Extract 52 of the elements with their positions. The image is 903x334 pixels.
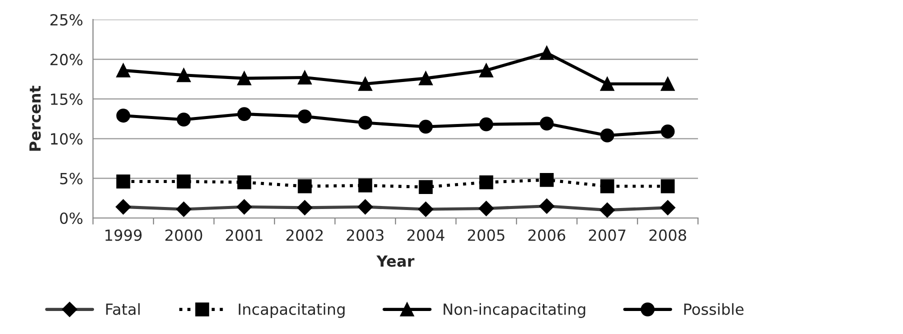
point [237, 71, 252, 86]
point [540, 172, 554, 187]
legend-label: Possible [684, 303, 744, 315]
x-tick-label: 2004 [407, 229, 444, 241]
point [660, 179, 675, 194]
legend-label: Non-incapacitating [444, 303, 586, 318]
point [418, 71, 433, 86]
x-axis-title: Year [376, 255, 414, 267]
x-tick-label: 2000 [165, 229, 202, 241]
x-tick-label: 2005 [468, 229, 504, 241]
x-tick-label: 1999 [105, 229, 142, 241]
x-tick-label: 2008 [649, 229, 686, 241]
point [298, 70, 312, 84]
point [479, 117, 494, 132]
point [116, 63, 130, 78]
point [116, 174, 130, 188]
point [298, 179, 312, 194]
point [479, 175, 494, 190]
y-tick-label: 15% [51, 93, 82, 105]
y-axis-title: Percent [29, 86, 41, 151]
point [540, 46, 554, 60]
point [358, 116, 372, 130]
point [600, 179, 614, 194]
y-tick-label: 5% [60, 172, 82, 184]
point [176, 112, 191, 127]
point [418, 120, 433, 134]
x-tick-label: 2001 [226, 229, 262, 241]
y-tick-label: 0% [60, 212, 82, 224]
legend-label: Fatal [106, 303, 140, 315]
point [479, 63, 494, 78]
point [298, 109, 312, 124]
point [116, 108, 130, 123]
y-tick-label: 10% [51, 133, 82, 145]
point [660, 124, 675, 138]
point [237, 107, 252, 121]
x-tick-label: 2006 [528, 229, 566, 241]
point [237, 175, 252, 190]
point [358, 76, 372, 91]
point [176, 68, 191, 82]
x-tick-label: 2002 [286, 229, 323, 241]
y-tick-label: 20% [50, 54, 82, 66]
point [540, 116, 554, 131]
point [600, 128, 614, 142]
point [418, 180, 433, 194]
y-tick-label: 25% [50, 14, 82, 26]
point [660, 76, 675, 91]
point [358, 178, 372, 192]
point [600, 76, 614, 91]
point [176, 174, 191, 188]
legend-label: Incapacitating [238, 303, 345, 318]
x-tick-label: 2003 [346, 229, 384, 241]
x-tick-label: 2007 [588, 229, 626, 241]
